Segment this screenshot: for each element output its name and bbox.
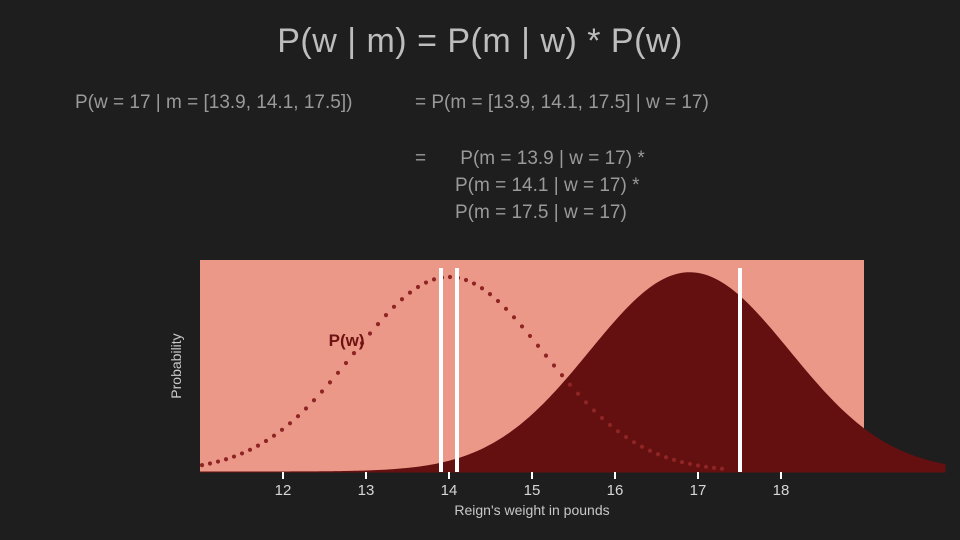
prior-curve-dotted: [200, 260, 864, 472]
equation-expanded-block: = P(m = 13.9 | w = 17) * P(m = 14.1 | w …: [415, 146, 645, 227]
prior-label: P(w): [329, 331, 365, 351]
x-tick-label: 13: [354, 482, 378, 499]
equation-rhs-line1: = P(m = [13.9, 14.1, 17.5] | w = 17): [415, 92, 709, 114]
measurement-line: [455, 268, 459, 472]
main-equation: P(w | m) = P(m | w) * P(w): [0, 22, 960, 61]
x-tick-mark: [448, 472, 450, 479]
x-tick-label: 18: [769, 482, 793, 499]
slide: { "canvas": { "width": 960, "height": 54…: [0, 0, 960, 540]
y-axis-label: Probability: [168, 260, 188, 472]
x-tick-mark: [531, 472, 533, 479]
likelihood-term-1: P(m = 13.9 | w = 17) *: [460, 148, 644, 169]
x-tick-mark: [365, 472, 367, 479]
likelihood-term-2: P(m = 14.1 | w = 17) *: [415, 173, 639, 200]
x-axis-label: Reign's weight in pounds: [200, 502, 864, 518]
equals-sign: =: [415, 146, 455, 173]
equation-lhs: P(w = 17 | m = [13.9, 14.1, 17.5]): [75, 92, 352, 114]
x-tick-label: 12: [271, 482, 295, 499]
probability-plot: P(w): [200, 260, 864, 472]
measurement-line: [738, 268, 742, 472]
x-tick-label: 16: [603, 482, 627, 499]
x-tick-mark: [780, 472, 782, 479]
x-tick-mark: [282, 472, 284, 479]
measurement-line: [439, 268, 443, 472]
x-tick-mark: [614, 472, 616, 479]
x-tick-mark: [697, 472, 699, 479]
x-tick-label: 14: [437, 482, 461, 499]
x-tick-label: 17: [686, 482, 710, 499]
likelihood-term-3: P(m = 17.5 | w = 17): [415, 200, 627, 227]
x-tick-label: 15: [520, 482, 544, 499]
